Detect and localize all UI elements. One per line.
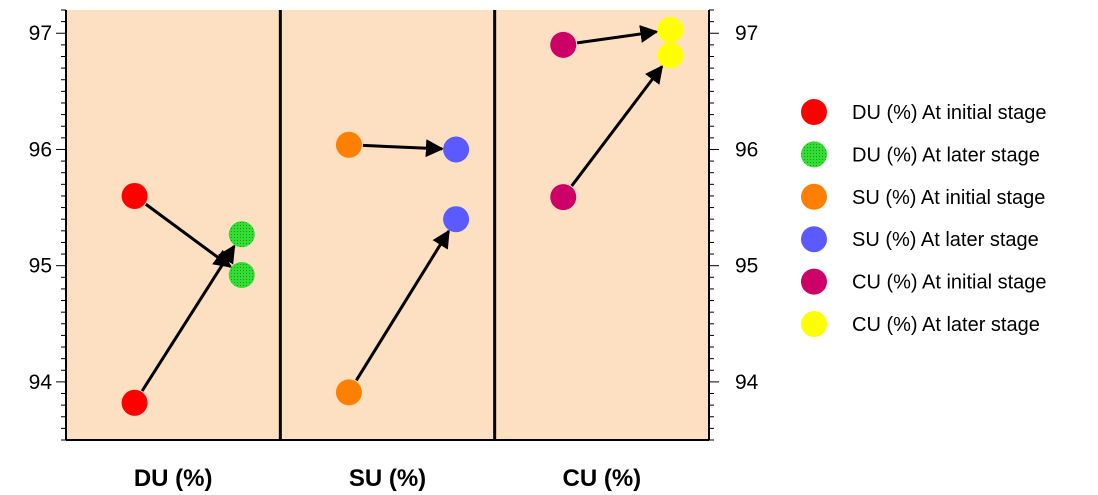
y-tick-label-left: 96 xyxy=(29,138,52,161)
data-point xyxy=(335,379,362,406)
data-point xyxy=(121,389,148,416)
trend-arrow xyxy=(355,229,450,382)
y-tick-label-right: 97 xyxy=(735,22,758,45)
legend-marker xyxy=(801,141,827,168)
axes: 94 94 95 95 96 96 97 97 xyxy=(29,9,759,441)
y-tick-label-left: 95 xyxy=(29,255,52,278)
category-labels: DU (%) SU (%) CU (%) xyxy=(134,465,641,492)
data-point xyxy=(657,16,684,43)
legend: DU (%) At initial stage DU (%) At later s… xyxy=(801,99,1047,337)
trend-arrow xyxy=(362,139,444,158)
data-point xyxy=(550,184,577,211)
legend-marker xyxy=(801,183,827,210)
y-tick-label-left: 94 xyxy=(29,371,53,394)
trend-arrow xyxy=(570,65,664,187)
legend-label: CU (%) At later stage xyxy=(852,314,1040,336)
legend-label: CU (%) At initial stage xyxy=(852,272,1047,294)
legend-label: DU (%) At later stage xyxy=(852,144,1040,166)
y-tick-label-right: 96 xyxy=(735,138,758,161)
data-point xyxy=(228,221,255,248)
plot-area xyxy=(66,10,709,440)
data-point xyxy=(443,136,470,163)
trend-arrow xyxy=(144,203,232,268)
data-point xyxy=(657,42,684,69)
legend-label: SU (%) At later stage xyxy=(852,229,1039,251)
data-point xyxy=(335,131,362,158)
y-tick-label-right: 95 xyxy=(735,255,758,278)
arrows xyxy=(140,25,664,392)
legend-marker xyxy=(801,99,827,125)
y-tick-label-right: 94 xyxy=(735,371,759,394)
legend-marker xyxy=(801,311,827,337)
trend-arrow xyxy=(576,25,659,45)
y-tick-label-left: 97 xyxy=(29,22,52,45)
legend-marker xyxy=(801,268,827,295)
data-points xyxy=(121,16,684,416)
data-point xyxy=(443,206,470,233)
data-point xyxy=(121,182,148,209)
legend-label: SU (%) At initial stage xyxy=(852,187,1045,209)
category-label: SU (%) xyxy=(349,465,426,492)
category-label: DU (%) xyxy=(134,465,213,492)
plot-background xyxy=(66,10,709,440)
legend-label: DU (%) At initial stage xyxy=(852,102,1047,124)
data-point xyxy=(550,31,577,58)
legend-marker xyxy=(801,226,827,253)
trend-arrow xyxy=(140,244,236,392)
category-label: CU (%) xyxy=(563,465,642,492)
data-point xyxy=(228,261,255,288)
